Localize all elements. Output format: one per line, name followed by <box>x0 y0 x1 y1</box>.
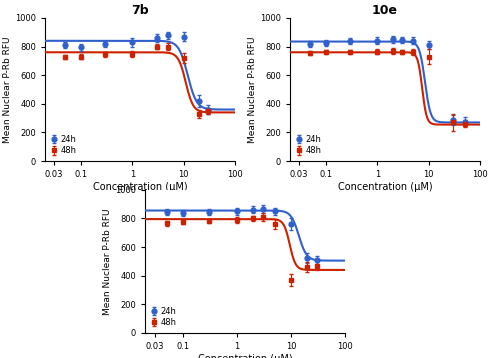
Title: 10e: 10e <box>372 4 398 17</box>
Y-axis label: Mean Nuclear P-Rb RFU: Mean Nuclear P-Rb RFU <box>3 36 12 143</box>
Legend: 24h, 48h: 24h, 48h <box>294 133 324 157</box>
Title: 7b: 7b <box>131 4 149 17</box>
X-axis label: Concentration (μM): Concentration (μM) <box>92 182 188 192</box>
X-axis label: Concentration (μM): Concentration (μM) <box>198 354 292 358</box>
Legend: 24h, 48h: 24h, 48h <box>49 133 78 157</box>
X-axis label: Concentration (μM): Concentration (μM) <box>338 182 432 192</box>
Y-axis label: Mean Nuclear P-Rb RFU: Mean Nuclear P-Rb RFU <box>103 208 112 315</box>
Legend: 24h, 48h: 24h, 48h <box>149 305 178 329</box>
Y-axis label: Mean Nuclear P-Rb RFU: Mean Nuclear P-Rb RFU <box>248 36 257 143</box>
